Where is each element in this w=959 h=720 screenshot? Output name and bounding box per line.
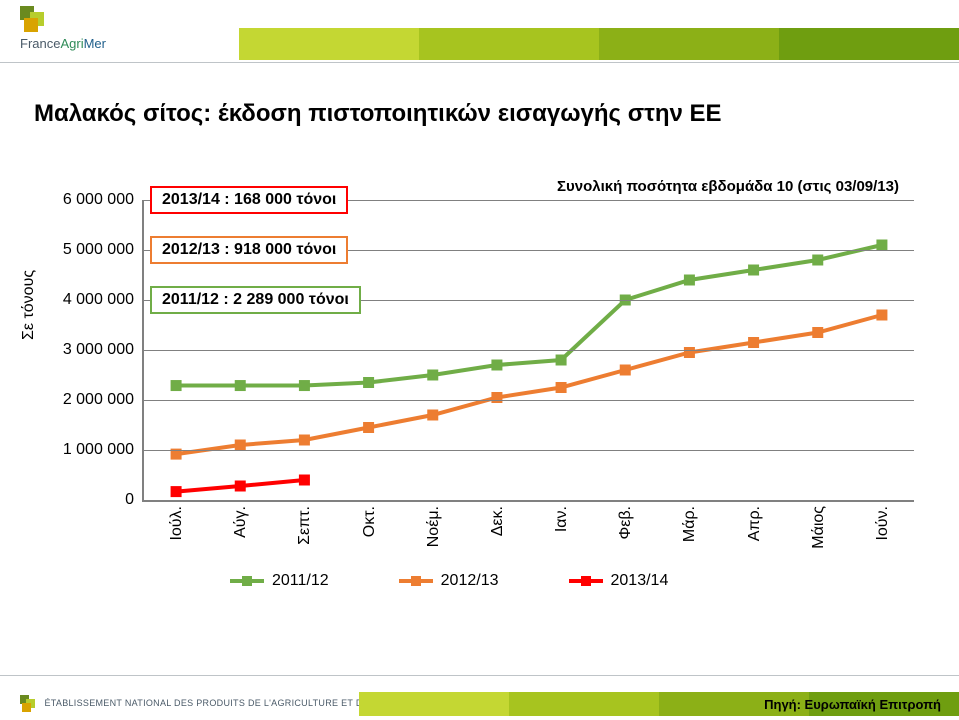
series-marker-s2011_12 (427, 370, 438, 381)
x-tick-label: Μάρ. (681, 506, 699, 542)
series-marker-s2012_13 (427, 410, 438, 421)
header-decor-strip (239, 28, 959, 60)
legend-swatch (230, 579, 264, 583)
y-tick-label: 4 000 000 (63, 291, 134, 309)
x-axis-labels: Ιούλ. Αύγ. Σεπτ. Οκτ. Νοέμ. Δεκ. Ιαν. Φεβ. Μάρ. Α… (142, 506, 912, 560)
x-tick-label: Οκτ. (361, 506, 379, 537)
series-marker-s2011_12 (363, 377, 374, 388)
x-tick-label: Φεβ. (617, 506, 635, 540)
bottom-bar: ÉTABLISSEMENT NATIONAL DES PRODUITS DE L… (0, 675, 959, 720)
y-tick-label: 5 000 000 (63, 241, 134, 259)
x-tick-label: Νοέμ. (425, 506, 443, 547)
y-tick-label: 2 000 000 (63, 391, 134, 409)
chart-subtitle: Συνολική ποσότητα εβδομάδα 10 (στις 03/0… (557, 178, 899, 195)
series-marker-s2012_13 (363, 422, 374, 433)
legend-item: 2013/14 (569, 572, 669, 590)
series-marker-s2013_14 (171, 486, 182, 497)
series-marker-s2011_12 (556, 355, 567, 366)
chart: Σε τόνους 01 000 0002 000 0003 000 0004 … (34, 200, 924, 560)
top-bar: FranceAgriMer (0, 0, 959, 70)
series-marker-s2011_12 (171, 380, 182, 391)
chart-annotation: 2013/14 : 168 000 τόνοι (150, 186, 348, 214)
gridline (144, 350, 914, 351)
series-marker-s2011_12 (748, 265, 759, 276)
series-marker-s2012_13 (748, 337, 759, 348)
footer-establishment: ÉTABLISSEMENT NATIONAL DES PRODUITS DE L… (44, 698, 406, 708)
legend-label: 2012/13 (441, 572, 499, 590)
legend: 2011/12 2012/13 2013/14 (230, 568, 850, 594)
y-axis-title: Σε τόνους (20, 270, 38, 340)
x-tick-label: Ιούλ. (168, 506, 186, 541)
brand-agri: Agri (60, 36, 83, 51)
legend-label: 2013/14 (611, 572, 669, 590)
x-tick-label: Απρ. (746, 506, 764, 541)
series-marker-s2013_14 (299, 475, 310, 486)
legend-item: 2012/13 (399, 572, 499, 590)
series-marker-s2012_13 (491, 392, 502, 403)
legend-swatch (569, 579, 603, 583)
gridline (144, 450, 914, 451)
brand-name: FranceAgriMer (20, 36, 106, 51)
x-tick-label: Αύγ. (232, 506, 250, 538)
footer-brand: ÉTABLISSEMENT NATIONAL DES PRODUITS DE L… (20, 694, 407, 712)
legend-item: 2011/12 (230, 572, 329, 590)
header-rule (0, 62, 959, 63)
chart-annotation: 2012/13 : 918 000 τόνοι (150, 236, 348, 264)
y-tick-label: 0 (125, 491, 134, 509)
series-marker-s2011_12 (235, 380, 246, 391)
series-marker-s2012_13 (299, 435, 310, 446)
y-tick-label: 6 000 000 (63, 191, 134, 209)
page-title: Μαλακός σίτος: έκδοση πιστοποιητικών εισ… (34, 100, 959, 128)
brand-france: France (20, 36, 60, 51)
brand-logo-icon (20, 6, 46, 32)
series-marker-s2012_13 (556, 382, 567, 393)
plot-area: 2013/14 : 168 000 τόνοι2012/13 : 918 000… (142, 200, 914, 502)
series-marker-s2013_14 (235, 481, 246, 492)
y-tick-label: 3 000 000 (63, 341, 134, 359)
x-tick-label: Δεκ. (489, 506, 507, 536)
series-marker-s2012_13 (235, 440, 246, 451)
series-marker-s2011_12 (491, 360, 502, 371)
brand-logo: FranceAgriMer (20, 6, 106, 51)
x-tick-label: Σεπτ. (296, 506, 314, 545)
y-axis-labels: 01 000 0002 000 0003 000 0004 000 0005 0… (38, 200, 134, 500)
legend-swatch (399, 579, 433, 583)
chart-annotation: 2011/12 : 2 289 000 τόνοι (150, 286, 361, 314)
series-marker-s2011_12 (876, 240, 887, 251)
x-tick-label: Ιαν. (553, 506, 571, 532)
legend-label: 2011/12 (272, 572, 329, 590)
brand-mer: Mer (84, 36, 106, 51)
series-marker-s2011_12 (812, 255, 823, 266)
series-marker-s2012_13 (812, 327, 823, 338)
x-tick-label: Ιούν. (874, 506, 892, 541)
series-marker-s2011_12 (299, 380, 310, 391)
series-marker-s2012_13 (876, 310, 887, 321)
series-line-s2011_12 (176, 245, 882, 386)
series-marker-s2012_13 (684, 347, 695, 358)
series-marker-s2012_13 (620, 365, 631, 376)
series-marker-s2011_12 (684, 275, 695, 286)
gridline (144, 400, 914, 401)
x-tick-label: Μάιος (810, 506, 828, 549)
footer-brand-icon (20, 695, 36, 711)
y-tick-label: 1 000 000 (63, 441, 134, 459)
source-label: Πηγή: Ευρωπαϊκή Επιτροπή (764, 697, 941, 712)
